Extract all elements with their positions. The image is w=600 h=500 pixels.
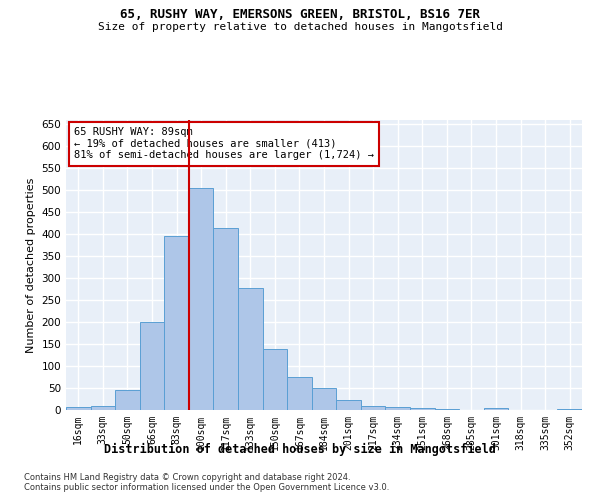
Bar — [484, 408, 508, 410]
Text: Contains HM Land Registry data © Crown copyright and database right 2024.: Contains HM Land Registry data © Crown c… — [24, 472, 350, 482]
Bar — [189, 188, 214, 410]
Bar — [115, 390, 140, 410]
Bar — [385, 407, 410, 410]
Bar — [91, 406, 115, 410]
Bar — [557, 409, 582, 410]
Bar — [434, 408, 459, 410]
Y-axis label: Number of detached properties: Number of detached properties — [26, 178, 36, 352]
Bar — [140, 322, 164, 410]
Text: 65 RUSHY WAY: 89sqm
← 19% of detached houses are smaller (413)
81% of semi-detac: 65 RUSHY WAY: 89sqm ← 19% of detached ho… — [74, 127, 374, 160]
Bar — [336, 400, 361, 410]
Text: Contains public sector information licensed under the Open Government Licence v3: Contains public sector information licen… — [24, 482, 389, 492]
Bar — [287, 377, 312, 410]
Bar — [410, 408, 434, 410]
Text: Size of property relative to detached houses in Mangotsfield: Size of property relative to detached ho… — [97, 22, 503, 32]
Bar — [263, 350, 287, 410]
Text: 65, RUSHY WAY, EMERSONS GREEN, BRISTOL, BS16 7ER: 65, RUSHY WAY, EMERSONS GREEN, BRISTOL, … — [120, 8, 480, 20]
Bar — [66, 407, 91, 410]
Bar — [312, 388, 336, 410]
Bar — [361, 406, 385, 410]
Bar — [238, 288, 263, 410]
Text: Distribution of detached houses by size in Mangotsfield: Distribution of detached houses by size … — [104, 442, 496, 456]
Bar — [164, 236, 189, 410]
Bar — [214, 228, 238, 410]
